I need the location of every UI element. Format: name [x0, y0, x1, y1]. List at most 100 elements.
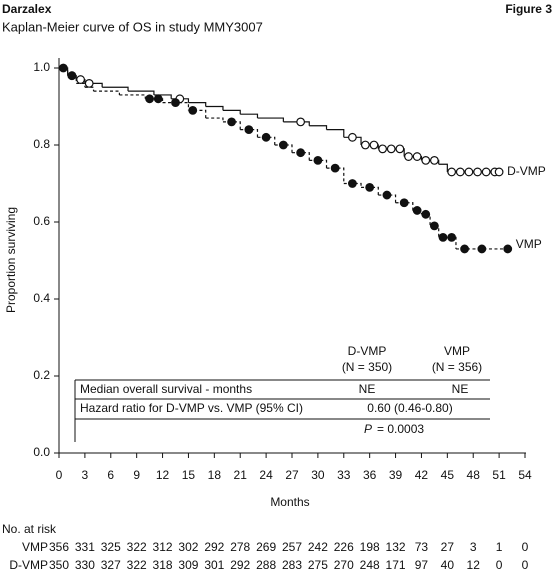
survival-step	[76, 82, 86, 88]
censor-mark	[330, 163, 340, 173]
y-tick-label: 0.6	[33, 214, 50, 228]
table-cell: 0.60 (0.46-0.80)	[367, 401, 452, 415]
at-risk-row-label: D-VMP	[9, 558, 48, 572]
x-tick-label: 36	[363, 468, 377, 482]
at-risk-count: 12	[467, 558, 481, 572]
at-risk-count: 73	[415, 540, 429, 554]
survival-step	[240, 113, 259, 119]
table-header: D-VMP	[348, 344, 387, 358]
censor-mark	[365, 182, 375, 192]
at-risk-row-label: VMP	[22, 540, 48, 554]
censor-mark	[296, 148, 306, 158]
at-risk-count: 226	[334, 540, 354, 554]
x-tick-label: 9	[133, 468, 140, 482]
x-tick-label: 15	[182, 468, 196, 482]
y-tick-label: 0.0	[33, 445, 50, 459]
censor-mark	[348, 179, 357, 188]
survival-step	[283, 121, 310, 126]
at-risk-count: 257	[282, 540, 302, 554]
at-risk-count: 292	[204, 540, 224, 554]
censor-mark	[227, 117, 236, 127]
at-risk-count: 288	[256, 558, 276, 572]
x-tick-label: 6	[107, 468, 114, 482]
at-risk-count: 3	[470, 540, 477, 554]
x-tick-label: 21	[234, 468, 248, 482]
censor-mark	[313, 155, 323, 165]
censor-mark	[481, 167, 491, 177]
censor-mark	[378, 144, 388, 154]
censor-mark	[412, 206, 422, 215]
x-tick-label: 39	[389, 468, 403, 482]
x-tick-label: 27	[285, 468, 299, 482]
at-risk-count: 278	[230, 540, 250, 554]
censor-mark	[473, 167, 482, 177]
censor-mark	[369, 140, 379, 150]
at-risk-count: 275	[308, 558, 328, 572]
series-label: D-VMP	[507, 164, 546, 178]
at-risk-count: 242	[308, 540, 328, 554]
chart-subtitle: Kaplan-Meier curve of OS in study MMY300…	[2, 19, 263, 34]
x-tick-label: 45	[441, 468, 455, 482]
at-risk-count: 0	[522, 540, 529, 554]
censor-mark	[412, 152, 422, 161]
censor-mark	[296, 117, 306, 127]
x-tick-label: 24	[259, 468, 273, 482]
at-risk-count: 198	[360, 540, 380, 554]
censor-mark	[386, 144, 396, 154]
p-symbol: P	[364, 422, 372, 436]
censor-mark	[278, 140, 288, 150]
x-tick-label: 33	[337, 468, 351, 482]
figure-label: Figure 3	[505, 2, 552, 16]
x-tick-label: 48	[467, 468, 481, 482]
at-risk-title: No. at risk	[2, 522, 57, 536]
x-tick-label: 51	[492, 468, 506, 482]
x-axis-label: Months	[270, 495, 309, 509]
censor-mark	[76, 75, 85, 84]
x-tick-label: 0	[56, 468, 63, 482]
censor-mark	[261, 132, 271, 142]
at-risk-count: 0	[496, 558, 503, 572]
at-risk-count: 356	[49, 540, 69, 554]
censor-mark	[429, 221, 439, 231]
survival-step	[84, 86, 95, 92]
survival-step	[119, 94, 146, 99]
at-risk-count: 1	[496, 540, 503, 554]
at-risk-count: 327	[101, 558, 121, 572]
survival-step	[309, 125, 328, 130]
x-tick-label: 42	[415, 468, 429, 482]
table-row-label: Hazard ratio for D-VMP vs. VMP (95% CI)	[80, 401, 303, 415]
at-risk-count: 248	[360, 558, 380, 572]
censor-mark	[404, 152, 413, 161]
at-risk-count: 350	[49, 558, 69, 572]
censor-mark	[360, 140, 370, 150]
at-risk-count: 330	[75, 558, 95, 572]
at-risk-count: 0	[522, 558, 529, 572]
table-cell: NE	[452, 382, 469, 396]
y-axis-label: Proportion surviving	[4, 207, 18, 313]
censor-mark	[494, 167, 504, 177]
at-risk-count: 270	[334, 558, 354, 572]
x-tick-label: 30	[311, 468, 325, 482]
x-tick-label: 12	[156, 468, 170, 482]
at-risk-count: 309	[178, 558, 198, 572]
x-tick-label: 18	[208, 468, 222, 482]
censor-mark	[460, 244, 469, 254]
censor-mark	[399, 198, 409, 208]
table-header: (N = 350)	[342, 360, 392, 374]
censor-mark	[382, 190, 392, 200]
survival-step	[93, 90, 121, 95]
censor-mark	[67, 71, 77, 81]
censor-mark	[477, 244, 487, 254]
summary-table	[74, 379, 490, 442]
censor-mark	[395, 144, 405, 154]
table-row-label: Median overall survival - months	[80, 382, 252, 396]
at-risk-count: 132	[386, 540, 406, 554]
survival-step	[188, 102, 207, 107]
at-risk-count: 27	[441, 540, 455, 554]
censor-mark	[421, 209, 431, 219]
y-tick-label: 0.8	[33, 137, 50, 151]
table-header: (N = 356)	[432, 360, 482, 374]
censor-mark	[503, 244, 513, 254]
at-risk-count: 171	[386, 558, 406, 572]
censor-mark	[58, 63, 68, 73]
